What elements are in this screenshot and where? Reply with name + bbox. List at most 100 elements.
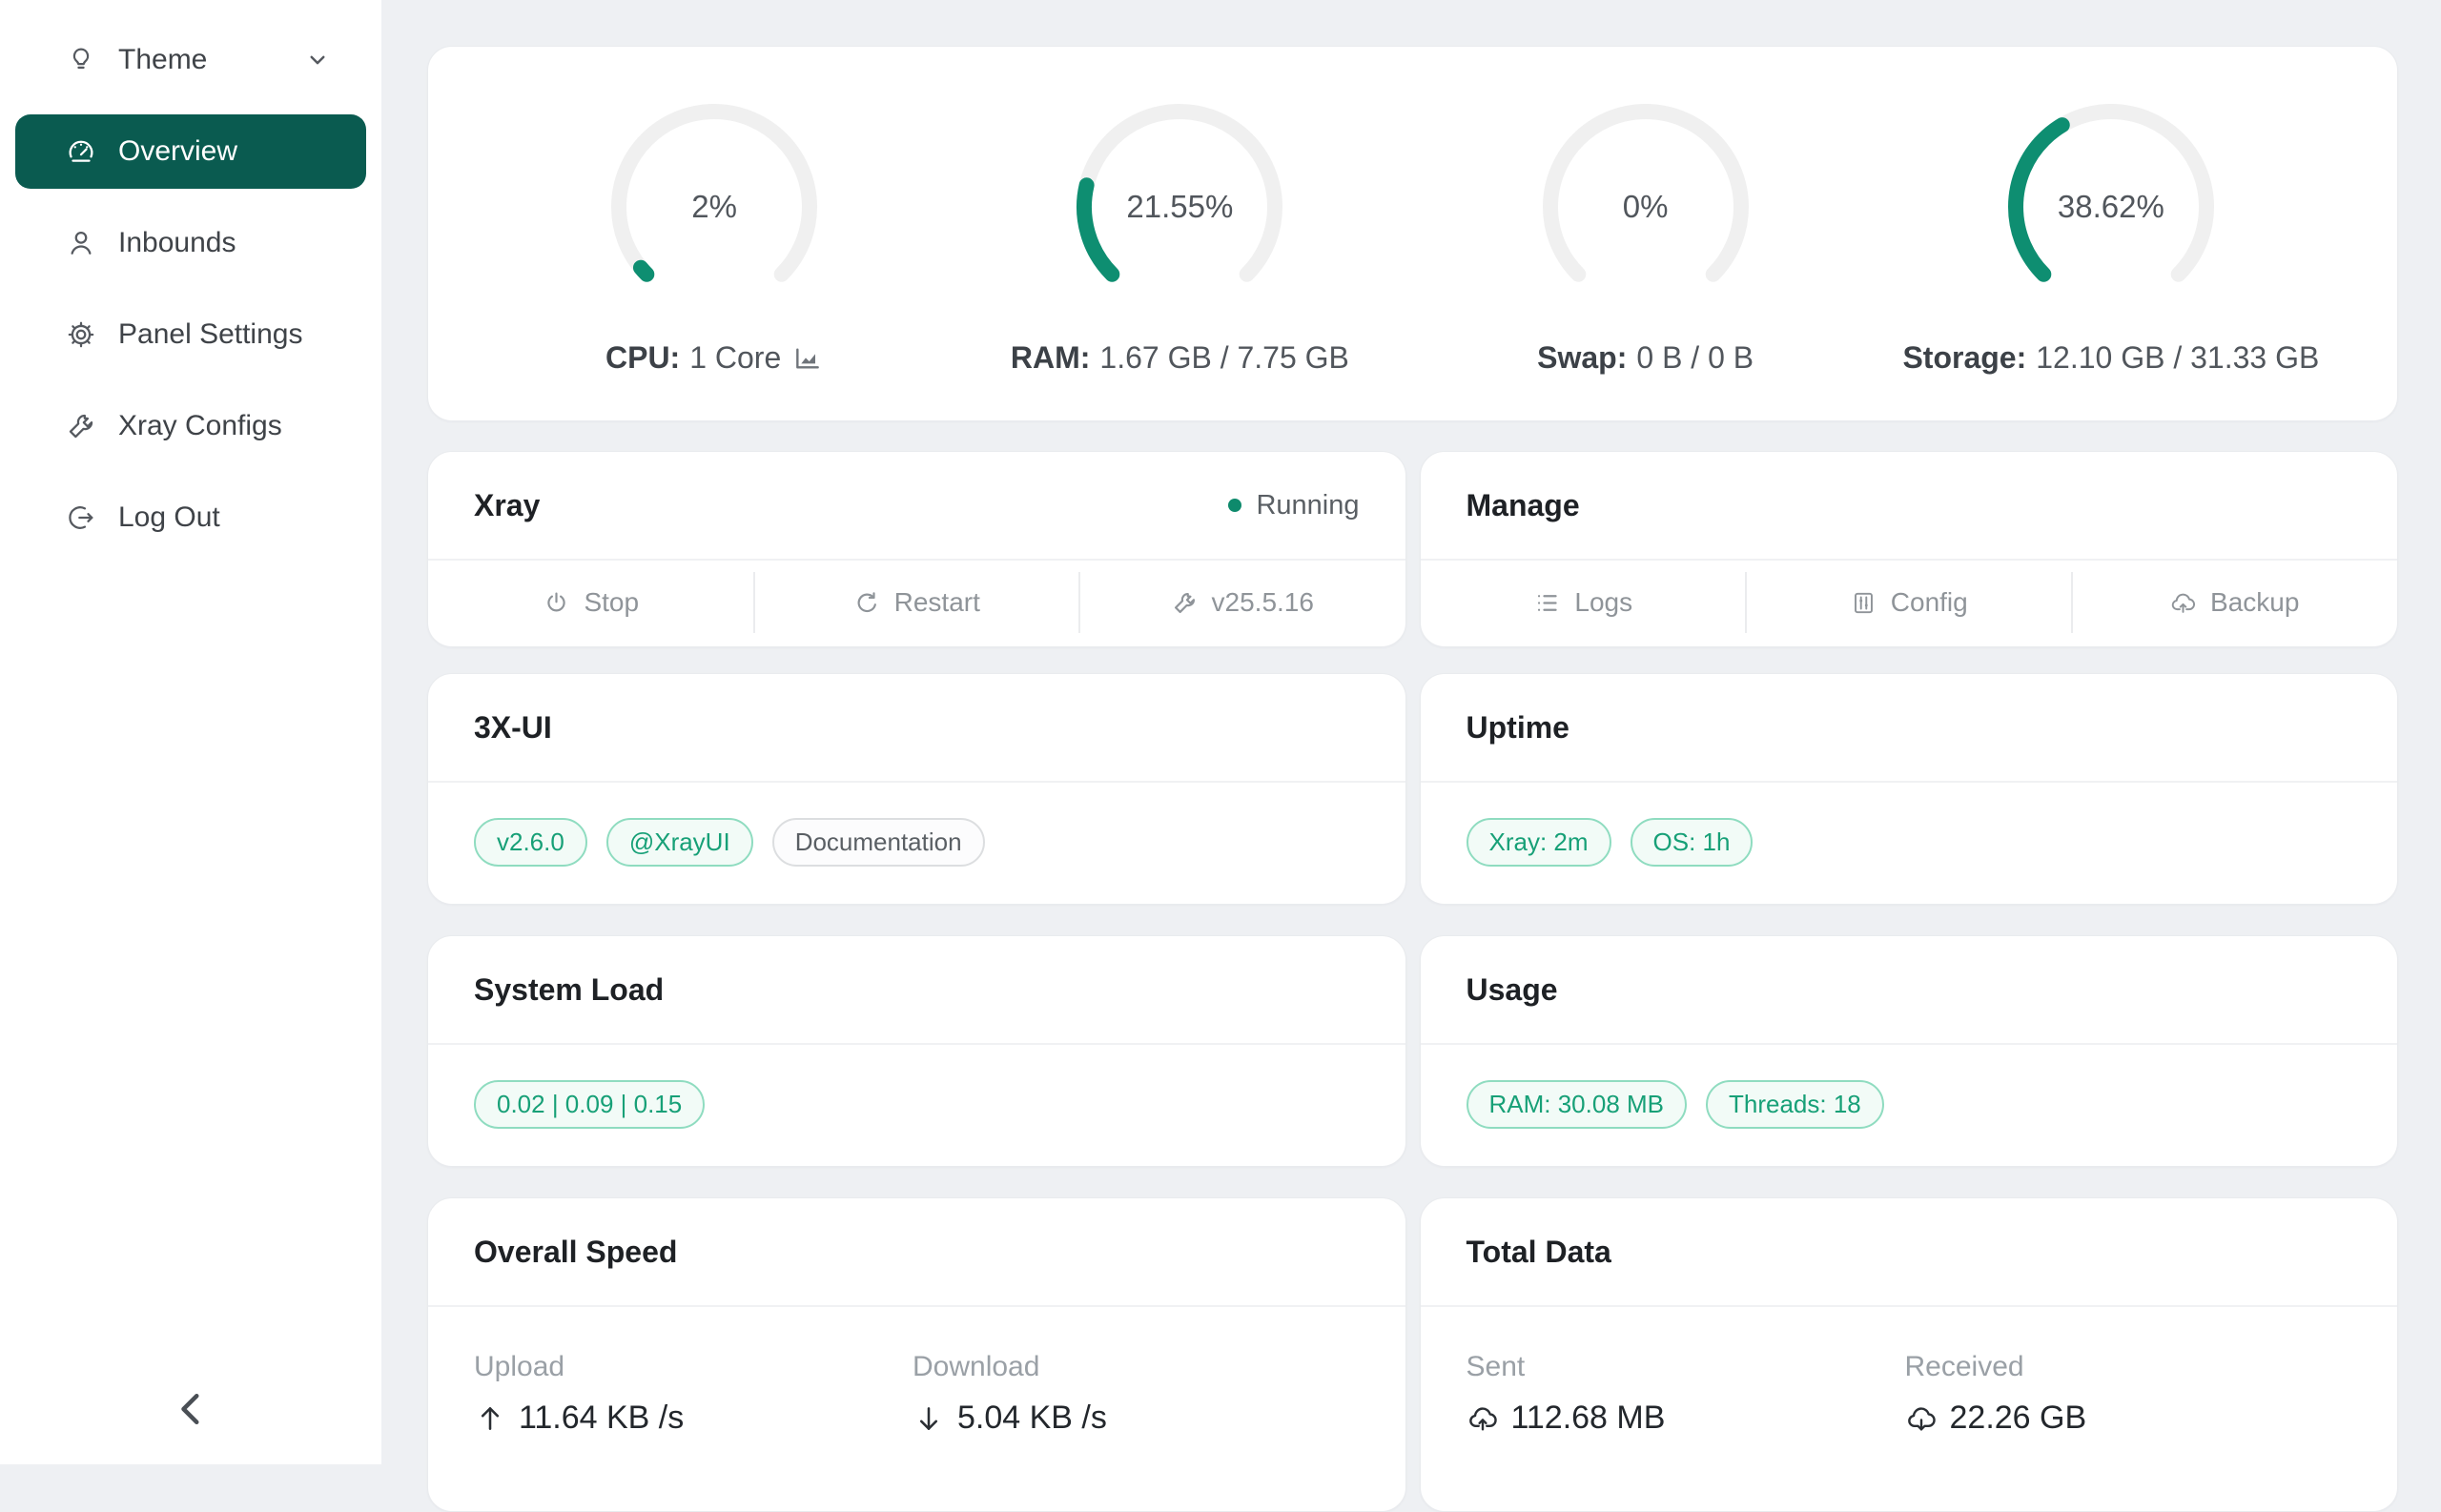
xray-card-title: Xray — [474, 487, 541, 522]
sidebar-item-xray-configs[interactable]: Xray Configs — [15, 389, 366, 463]
documentation-link-tag[interactable]: Documentation — [771, 818, 985, 867]
chevron-down-icon — [303, 46, 332, 74]
cpu-gauge-dial: 2% — [600, 92, 829, 321]
cloud-upload-icon — [1467, 1402, 1499, 1435]
total-data-card: Total Data Sent 112.68 MB — [1419, 1197, 2398, 1512]
sidebar-item-label: Inbounds — [118, 227, 236, 258]
area-chart-icon[interactable] — [792, 343, 823, 374]
backup-button[interactable]: Backup — [2070, 561, 2398, 644]
received-label: Received — [1904, 1351, 2024, 1382]
download-label: Download — [913, 1351, 1040, 1382]
arrow-down-icon — [913, 1402, 945, 1435]
xray-card: Xray Running Stop — [427, 451, 1406, 647]
uptime-card-header: Uptime — [1420, 674, 2397, 783]
system-gauges-card: 2% CPU: 1 Core 21.55% — [427, 46, 2398, 421]
sidebar-item-panel-settings[interactable]: Panel Settings — [15, 297, 366, 372]
storage-gauge: 38.62% Storage: 12.10 GB / 31.33 GB — [1878, 47, 2344, 420]
total-data-card-header: Total Data — [1420, 1198, 2397, 1307]
total-data-stats: Sent 112.68 MB Received — [1421, 1307, 2398, 1437]
cpu-gauge: 2% CPU: 1 Core — [482, 47, 947, 420]
upload-stat: Upload 11.64 KB /s — [474, 1351, 913, 1437]
upload-value: 11.64 KB /s — [474, 1400, 913, 1437]
wrench-icon — [1171, 589, 1199, 617]
system-load-tags: 0.02 | 0.09 | 0.15 — [428, 1045, 1405, 1164]
xui-card: 3X-UI v2.6.0 @XrayUI Documentation — [427, 673, 1406, 905]
restart-button[interactable]: Restart — [752, 561, 1080, 644]
xui-tags: v2.6.0 @XrayUI Documentation — [428, 783, 1405, 902]
refresh-icon — [853, 589, 881, 617]
xui-card-title: 3X-UI — [474, 709, 552, 745]
xray-uptime-tag: Xray: 2m — [1466, 818, 1611, 867]
stop-button[interactable]: Stop — [428, 561, 754, 644]
overall-speed-stats: Upload 11.64 KB /s Download — [428, 1307, 1405, 1437]
sidebar-item-log-out[interactable]: Log Out — [15, 480, 366, 555]
overall-speed-card-header: Overall Speed — [428, 1198, 1405, 1307]
uptime-tags: Xray: 2m OS: 1h — [1421, 783, 2398, 902]
manage-card-header: Manage — [1420, 452, 2397, 561]
sidebar-collapse-button[interactable] — [162, 1380, 219, 1438]
storage-gauge-dial: 38.62% — [1997, 92, 2226, 321]
version-tag[interactable]: v2.6.0 — [474, 818, 587, 867]
system-load-card-header: System Load — [428, 936, 1405, 1045]
swap-gauge: 0% Swap: 0 B / 0 B — [1413, 47, 1878, 420]
xray-actions: Stop Restart — [428, 561, 1405, 644]
download-value: 5.04 KB /s — [913, 1400, 1360, 1437]
overall-speed-card: Overall Speed Upload 11.64 KB /s — [427, 1197, 1406, 1512]
sliders-icon — [1850, 589, 1877, 617]
cpu-label: CPU: 1 Core — [605, 340, 823, 376]
uptime-card-title: Uptime — [1466, 709, 1569, 745]
load-average-tag: 0.02 | 0.09 | 0.15 — [474, 1080, 706, 1129]
list-icon — [1533, 589, 1561, 617]
xray-version-button[interactable]: v25.5.16 — [1078, 561, 1405, 644]
cloud-backup-icon — [2169, 589, 2197, 617]
ram-gauge: 21.55% RAM: 1.67 GB / 7.75 GB — [947, 47, 1412, 420]
sidebar-item-overview[interactable]: Overview — [15, 114, 366, 189]
wrench-icon — [65, 410, 97, 442]
sidebar-item-label: Log Out — [118, 501, 220, 533]
gear-icon — [65, 318, 97, 351]
upload-label: Upload — [474, 1351, 565, 1382]
main-content: 2% CPU: 1 Core 21.55% — [381, 0, 2441, 1512]
sidebar-item-theme[interactable]: Theme — [15, 23, 366, 97]
status-dot-icon — [1228, 499, 1242, 512]
manage-card-title: Manage — [1466, 487, 1580, 522]
sent-label: Sent — [1466, 1351, 1526, 1382]
ram-label: RAM: 1.67 GB / 7.75 GB — [1010, 340, 1349, 375]
sidebar-item-label: Theme — [118, 44, 208, 75]
logout-icon — [65, 501, 97, 534]
manage-card: Manage Logs — [1419, 451, 2398, 647]
received-value: 22.26 GB — [1905, 1400, 2352, 1437]
download-stat: Download 5.04 KB /s — [913, 1351, 1360, 1437]
chevron-left-icon — [162, 1380, 219, 1438]
ram-gauge-dial: 21.55% — [1065, 92, 1294, 321]
sidebar: Theme Overview Inbounds — [0, 0, 381, 1464]
logs-button[interactable]: Logs — [1421, 561, 1747, 644]
arrow-up-icon — [474, 1402, 506, 1435]
user-icon — [65, 227, 97, 259]
uptime-card: Uptime Xray: 2m OS: 1h — [1419, 673, 2398, 905]
storage-percent: 38.62% — [2057, 189, 2164, 224]
threads-tag: Threads: 18 — [1706, 1080, 1884, 1129]
sent-value: 112.68 MB — [1467, 1400, 1905, 1437]
xray-status: Running — [1228, 489, 1360, 521]
xui-card-header: 3X-UI — [428, 674, 1405, 783]
storage-label: Storage: 12.10 GB / 31.33 GB — [1902, 340, 2320, 375]
cloud-download-icon — [1905, 1402, 1938, 1435]
sidebar-item-label: Overview — [118, 135, 238, 167]
system-load-card: System Load 0.02 | 0.09 | 0.15 — [427, 935, 1406, 1167]
ram-percent: 21.55% — [1126, 189, 1234, 224]
swap-gauge-dial: 0% — [1531, 92, 1760, 321]
sidebar-item-inbounds[interactable]: Inbounds — [15, 206, 366, 280]
usage-card-title: Usage — [1466, 971, 1558, 1007]
swap-label: Swap: 0 B / 0 B — [1537, 340, 1754, 375]
ram-usage-tag: RAM: 30.08 MB — [1466, 1080, 1688, 1129]
xrayui-link-tag[interactable]: @XrayUI — [605, 818, 753, 867]
os-uptime-tag: OS: 1h — [1630, 818, 1754, 867]
overall-speed-card-title: Overall Speed — [474, 1234, 678, 1269]
cpu-percent: 2% — [691, 189, 737, 224]
config-button[interactable]: Config — [1745, 561, 2072, 644]
usage-card-header: Usage — [1420, 936, 2397, 1045]
swap-percent: 0% — [1622, 189, 1669, 224]
received-stat: Received 22.26 GB — [1905, 1351, 2352, 1437]
xray-status-text: Running — [1256, 489, 1360, 521]
